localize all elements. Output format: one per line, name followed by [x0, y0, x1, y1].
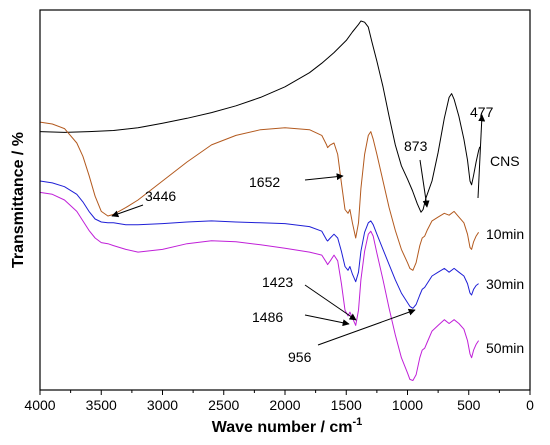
series-label-50min: 50min [486, 340, 524, 356]
x-tick-label: 3000 [147, 397, 178, 413]
series-line-cns [39, 20, 481, 213]
x-tick-label: 500 [457, 397, 481, 413]
annotation-arrow-3446 [111, 204, 144, 218]
series-line-10min [39, 121, 480, 271]
x-tick-label: 0 [526, 397, 534, 413]
series-label-cns: CNS [490, 153, 520, 169]
annotation-label-1423: 1423 [262, 274, 293, 290]
series-label-group: CNS 10min 30min 50min [486, 153, 524, 356]
x-tick-label: 3500 [86, 397, 117, 413]
annotation-label-477: 477 [470, 104, 494, 120]
x-tick-label: 1000 [392, 397, 423, 413]
annotation-arrow-956 [317, 308, 416, 346]
y-axis-title: Transmittance / % [10, 132, 27, 268]
annotation-group: 3446 1652 873 477 1423 1486 956 [111, 104, 494, 365]
annotation-arrow-873 [419, 159, 430, 208]
annotation-label-1486: 1486 [252, 309, 283, 325]
series-label-30min: 30min [486, 276, 524, 292]
x-axis-title: Wave number / cm-1 [212, 416, 363, 436]
x-tick-label: 2500 [208, 397, 239, 413]
x-axis-ticks: 4000 3500 3000 2500 2000 1500 1000 500 0 [24, 390, 534, 413]
annotation-label-1652: 1652 [249, 174, 280, 190]
annotation-arrow-1486 [304, 314, 350, 327]
series-label-10min: 10min [486, 226, 524, 242]
plot-frame [39, 9, 531, 391]
annotation-arrow-477 [477, 114, 486, 199]
x-tick-label: 4000 [24, 397, 55, 413]
annotation-label-3446: 3446 [145, 188, 176, 204]
x-tick-label: 2000 [269, 397, 300, 413]
x-tick-label: 1500 [331, 397, 362, 413]
series-group [39, 20, 481, 381]
annotation-arrow-1652 [304, 173, 344, 181]
annotation-arrow-1423 [304, 284, 357, 321]
annotation-label-873: 873 [404, 138, 428, 154]
annotation-label-956: 956 [288, 349, 312, 365]
series-line-30min [39, 180, 479, 309]
series-line-50min [39, 191, 480, 381]
